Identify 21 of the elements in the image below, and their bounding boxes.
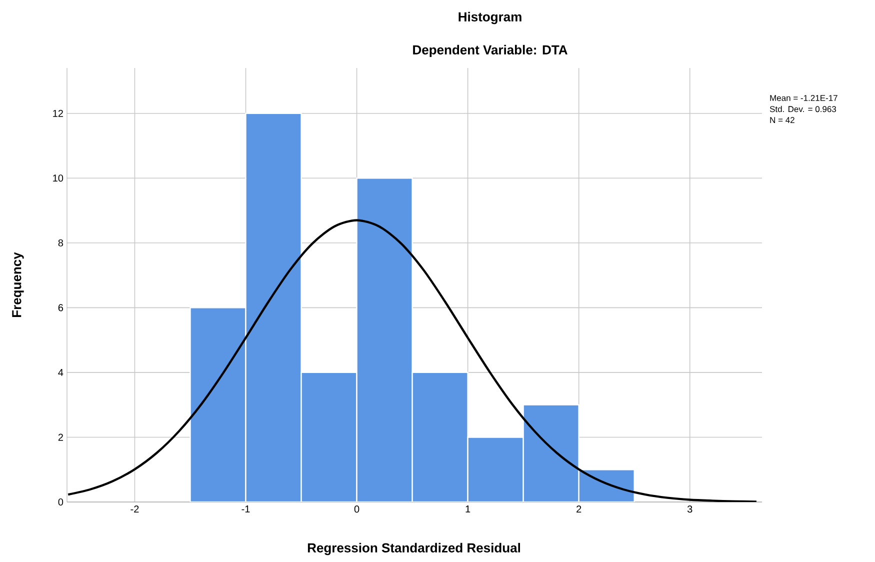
x-tick-label: -2	[130, 506, 139, 513]
x-tick-label: 0	[354, 506, 360, 513]
y-tick-label: 8	[58, 239, 64, 246]
y-tick-label: 2	[58, 434, 63, 441]
chart-subtitle: Dependent Variable: DTA	[413, 44, 568, 58]
line-series	[67, 219, 758, 502]
y-tick-label: 0	[58, 498, 64, 506]
x-tick-label: 3	[687, 506, 692, 513]
x-axis-title: Regression Standardized Residual	[308, 542, 520, 556]
text: Mean = -1.21E-17	[770, 94, 838, 101]
y-tick-label: 4	[58, 369, 64, 376]
x-tick-label: 2	[576, 506, 582, 513]
y-tick-label: 6	[58, 304, 64, 312]
x-tick-label: -1	[242, 506, 250, 512]
y-tick-label: 12	[53, 110, 63, 117]
chart-title: Histogram	[458, 12, 522, 24]
y-tick-label: 10	[53, 174, 64, 182]
text: N = 42	[770, 117, 794, 123]
text: Std. Dev. = 0.963	[770, 106, 836, 112]
y-axis-title: Frequency	[12, 252, 24, 318]
x-tick-label: 1	[466, 506, 470, 512]
